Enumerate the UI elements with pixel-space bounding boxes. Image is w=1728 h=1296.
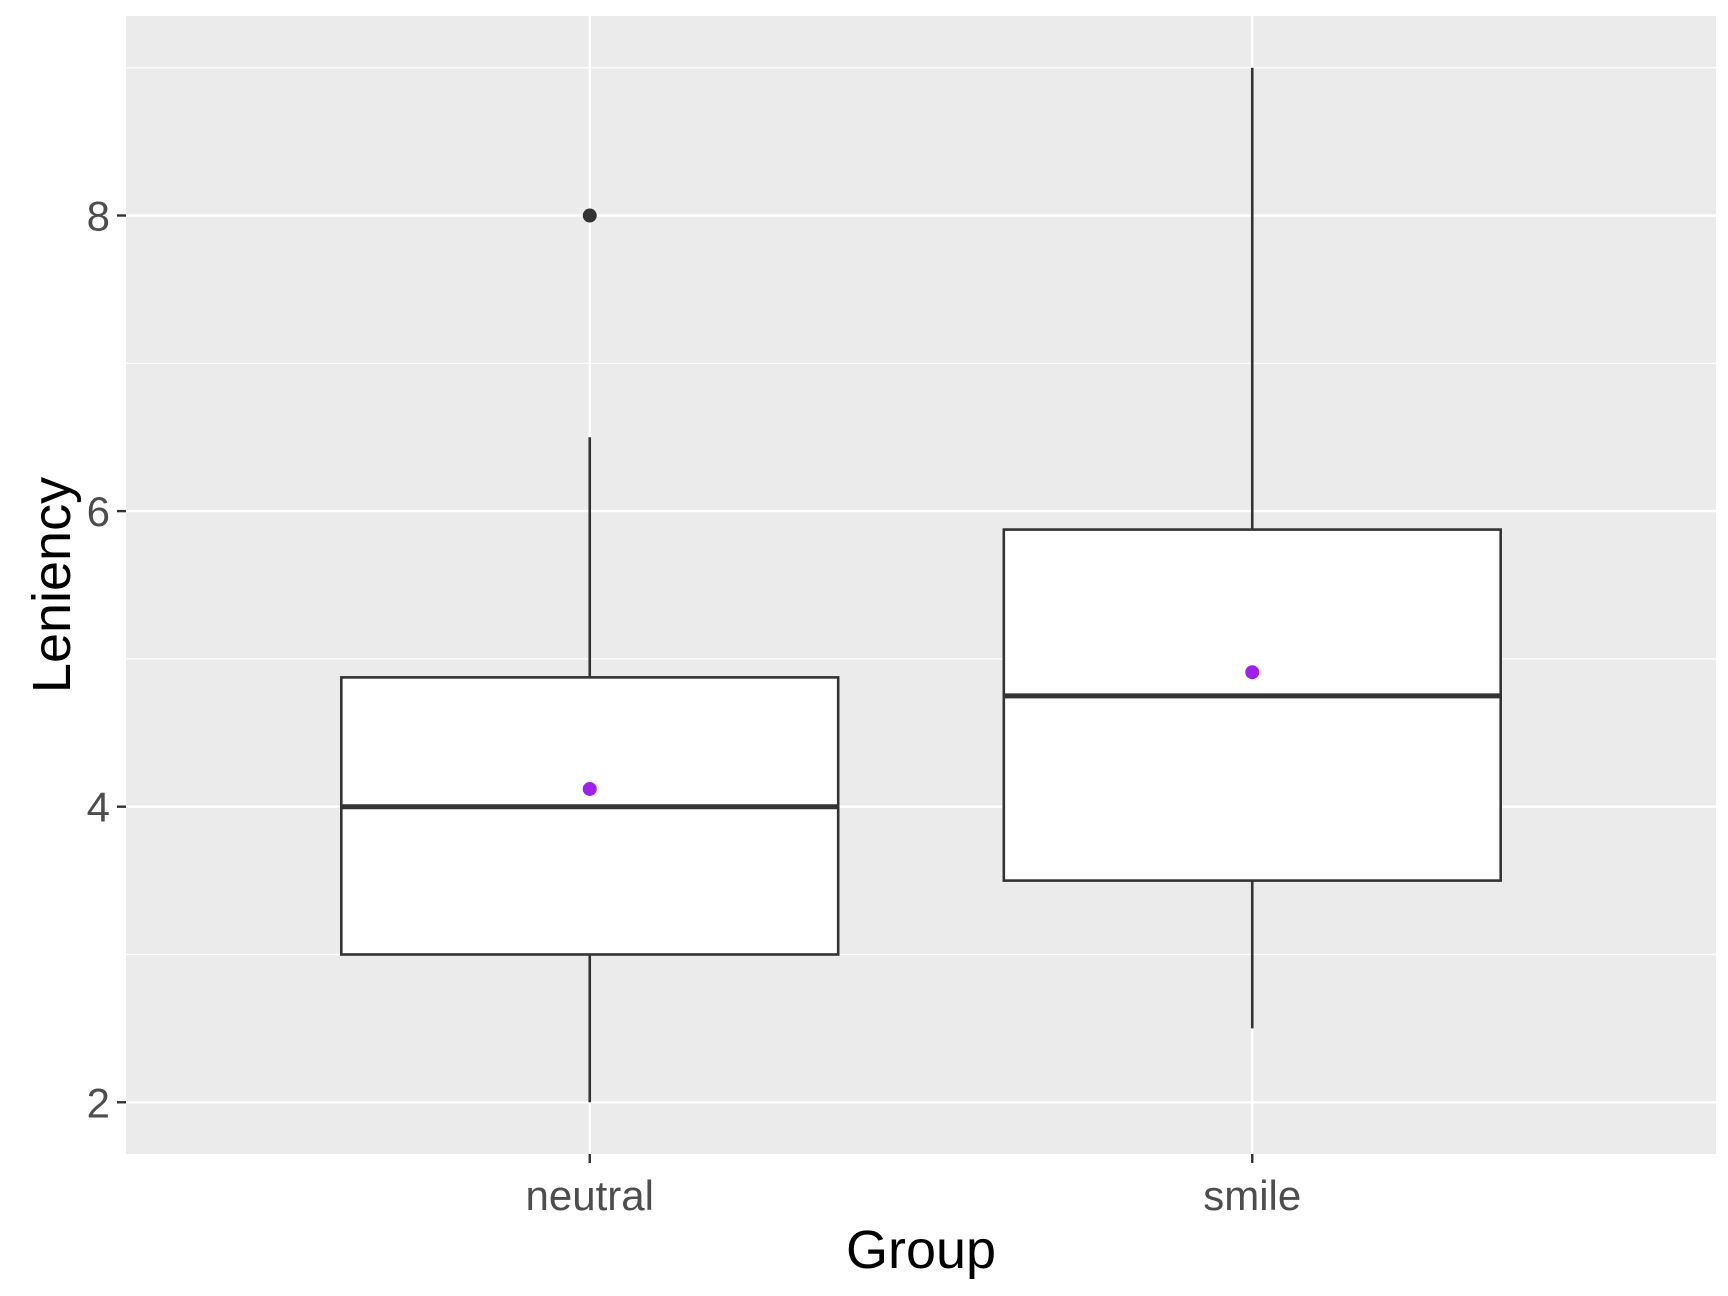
mean-point (582, 781, 597, 796)
x-tick-label: neutral (526, 1172, 654, 1219)
y-tick-label: 6 (87, 488, 110, 535)
x-axis-title: Group (846, 1220, 996, 1280)
iqr-box (1002, 528, 1502, 882)
y-tick-label: 2 (87, 1079, 110, 1126)
iqr-box (340, 676, 840, 956)
outlier-point (582, 208, 597, 223)
box-group-neutral (340, 208, 840, 1103)
x-tick-label: smile (1203, 1172, 1301, 1219)
boxes (340, 67, 1502, 1103)
y-axis-title: Leniency (22, 477, 82, 693)
axes: 2 4 6 8 neutral smile (87, 193, 1302, 1219)
box-group-smile (1002, 67, 1502, 1029)
y-tick-label: 8 (87, 193, 110, 240)
y-tick-label: 4 (87, 784, 110, 831)
mean-point (1245, 665, 1260, 680)
